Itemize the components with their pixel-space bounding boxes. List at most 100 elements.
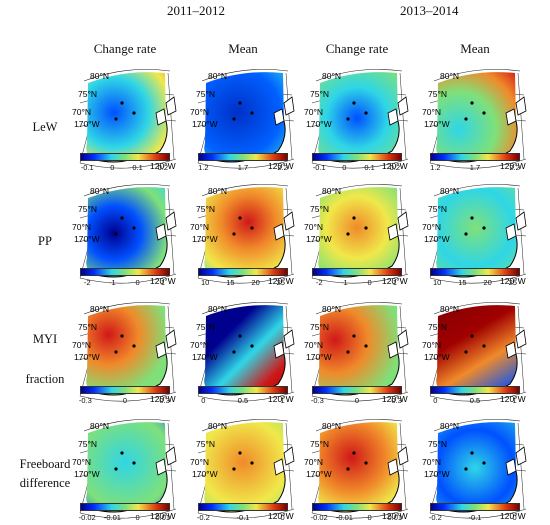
colorbar-gradient bbox=[430, 503, 520, 511]
map-panel-freeboard-mean-2011-2012: 80°N 75°N 70°N 170°W 120°W bbox=[188, 413, 298, 523]
lon-label-170w: 170°W bbox=[192, 469, 218, 479]
colorbar-tick-label: 0 bbox=[280, 513, 285, 522]
lat-label-80n: 80°N bbox=[90, 186, 109, 196]
colorbar-tick-label: 0 bbox=[367, 278, 372, 287]
colorbar-tick-label: 0.5 bbox=[237, 396, 249, 405]
lat-label-80n: 80°N bbox=[440, 186, 459, 196]
lat-label-75n: 75°N bbox=[428, 89, 447, 99]
colorbar-tick-label: 0.01 bbox=[387, 513, 403, 522]
lat-label-70n: 70°N bbox=[304, 107, 323, 117]
lon-label-120w: 120°W bbox=[268, 276, 294, 286]
colorbar-myi-change-rate-2011-2012: -0.3 0 0.3 bbox=[78, 386, 170, 408]
lon-label-170w: 170°W bbox=[424, 352, 450, 362]
lat-label-75n: 75°N bbox=[78, 204, 97, 214]
map-panel-lew-change-rate-2013-2014: 80°N 75°N 70°N 170°W 120°W bbox=[302, 63, 412, 173]
colorbar-tick-label: 0 bbox=[512, 513, 517, 522]
colorbar-lew-mean-2013-2014: 1.2 1.7 2.2 bbox=[430, 153, 520, 175]
lat-label-70n: 70°N bbox=[190, 107, 209, 117]
colorbar-tick-label: -0.01 bbox=[103, 513, 121, 522]
lon-label-120w: 120°W bbox=[268, 394, 294, 404]
colorbar-gradient bbox=[312, 153, 402, 161]
colorbar-tick-label: -0.3 bbox=[78, 396, 92, 405]
colorbar-gradient bbox=[198, 153, 288, 161]
lon-label-170w: 170°W bbox=[424, 119, 450, 129]
period-2013-2014: 2013–2014 bbox=[400, 3, 459, 18]
map-panel-myi-change-rate-2013-2014: 80°N 75°N 70°N 170°W 120°W bbox=[302, 296, 412, 406]
map-panel-pp-change-rate-2013-2014: 80°N 75°N 70°N 170°W 120°W bbox=[302, 178, 412, 288]
lon-label-170w: 170°W bbox=[192, 234, 218, 244]
colorbar-tick-label: 0 bbox=[201, 396, 206, 405]
colorbar-pp-mean-2013-2014: 10 15 20 25 bbox=[430, 268, 520, 290]
lon-label-170w: 170°W bbox=[74, 119, 100, 129]
colorbar-tick-label: -0.3 bbox=[310, 396, 324, 405]
map-panel-pp-change-rate-2011-2012: 80°N 75°N 70°N 170°W 120°W bbox=[70, 178, 180, 288]
lat-label-70n: 70°N bbox=[190, 340, 209, 350]
lon-label-120w: 120°W bbox=[268, 511, 294, 521]
row-label-fraction: fraction bbox=[25, 372, 65, 386]
colorbar-tick-label: 10 bbox=[201, 278, 210, 287]
colorbar-tick-label: 1 bbox=[392, 278, 397, 287]
colorbar-tick-label: 2.2 bbox=[509, 163, 520, 172]
map-panel-pp-mean-2011-2012: 80°N 75°N 70°N 170°W 120°W bbox=[188, 178, 298, 288]
colorbar-tick-label: 1.7 bbox=[469, 163, 481, 172]
colorbar-gradient bbox=[430, 386, 520, 394]
lat-label-70n: 70°N bbox=[72, 222, 91, 232]
colorbar-tick-label: -0.01 bbox=[335, 513, 353, 522]
colorbar-tick-label: 1 bbox=[160, 278, 165, 287]
lon-label-120w: 120°W bbox=[500, 161, 526, 171]
colorbar-tick-label: 0 bbox=[135, 513, 140, 522]
lat-label-75n: 75°N bbox=[310, 204, 329, 214]
colorbar-tick-label: -1 bbox=[341, 278, 348, 287]
colorbar-freeboard-mean-2013-2014: -0.2 -0.1 0 bbox=[428, 503, 520, 525]
row-label-difference: difference bbox=[19, 476, 71, 490]
map-panel-freeboard-change-rate-2011-2012: 80°N 75°N 70°N 170°W 120°W bbox=[70, 413, 180, 523]
colorbar-gradient bbox=[80, 503, 170, 511]
colorbar-tick-label: -2 bbox=[83, 278, 91, 287]
colorbar-freeboard-mean-2011-2012: -0.2 -0.1 0 bbox=[197, 503, 288, 525]
colorbar-tick-label: 0.01 bbox=[155, 513, 171, 522]
lat-label-75n: 75°N bbox=[428, 439, 447, 449]
lon-label-170w: 170°W bbox=[74, 469, 100, 479]
colorbar-tick-label: 15 bbox=[458, 278, 467, 287]
colorbar-tick-label: -1 bbox=[109, 278, 116, 287]
lon-label-170w: 170°W bbox=[306, 469, 332, 479]
colorbar-gradient bbox=[198, 503, 288, 511]
colorbar-tick-label: 0 bbox=[367, 513, 372, 522]
lon-label-120w: 120°W bbox=[500, 511, 526, 521]
lat-label-80n: 80°N bbox=[322, 421, 341, 431]
lat-label-80n: 80°N bbox=[440, 421, 459, 431]
lat-label-70n: 70°N bbox=[304, 340, 323, 350]
colorbar-gradient bbox=[80, 153, 170, 161]
colorbar-tick-label: 0 bbox=[433, 396, 438, 405]
colorbar-tick-label: -0.1 bbox=[312, 163, 326, 172]
colorbar-tick-label: 0.1 bbox=[364, 163, 375, 172]
map-panel-myi-mean-2013-2014: 80°N 75°N 70°N 170°W 120°W bbox=[420, 296, 530, 406]
colorbar-tick-label: 10 bbox=[433, 278, 442, 287]
lat-label-70n: 70°N bbox=[422, 107, 441, 117]
lon-label-170w: 170°W bbox=[424, 469, 450, 479]
lat-label-75n: 75°N bbox=[78, 89, 97, 99]
lat-label-80n: 80°N bbox=[440, 304, 459, 314]
map-panel-lew-change-rate-2011-2012: 80°N 75°N 70°N 170°W 120°W bbox=[70, 63, 180, 173]
lat-label-70n: 70°N bbox=[304, 457, 323, 467]
colorbar-lew-mean-2011-2012: 1.2 1.7 2.2 bbox=[198, 153, 288, 175]
colorbar-tick-label: 0.3 bbox=[391, 396, 402, 405]
colorbar-tick-label: 0.1 bbox=[132, 163, 143, 172]
lat-label-75n: 75°N bbox=[196, 89, 215, 99]
lat-label-75n: 75°N bbox=[78, 439, 97, 449]
colorbar-pp-change-rate-2011-2012: -2 -1 0 1 bbox=[80, 268, 170, 290]
colorbar-gradient bbox=[312, 268, 402, 276]
lon-label-120w: 120°W bbox=[150, 394, 176, 404]
colorbar-tick-label: 1.2 bbox=[198, 163, 209, 172]
lat-label-80n: 80°N bbox=[90, 71, 109, 81]
colorbar-gradient bbox=[430, 153, 520, 161]
lat-label-70n: 70°N bbox=[72, 340, 91, 350]
colorbar-tick-label: 0.2 bbox=[389, 163, 401, 172]
lat-label-70n: 70°N bbox=[190, 222, 209, 232]
colorbar-myi-mean-2011-2012: 0 0.5 1 bbox=[198, 386, 288, 408]
column-header-change-rate-2: Change rate bbox=[325, 41, 389, 56]
row-label-lew: LeW bbox=[32, 120, 58, 134]
colorbar-gradient bbox=[198, 268, 288, 276]
map-panel-myi-change-rate-2011-2012: 80°N 75°N 70°N 170°W 120°W bbox=[70, 296, 180, 406]
colorbar-tick-label: -0.2 bbox=[428, 513, 442, 522]
